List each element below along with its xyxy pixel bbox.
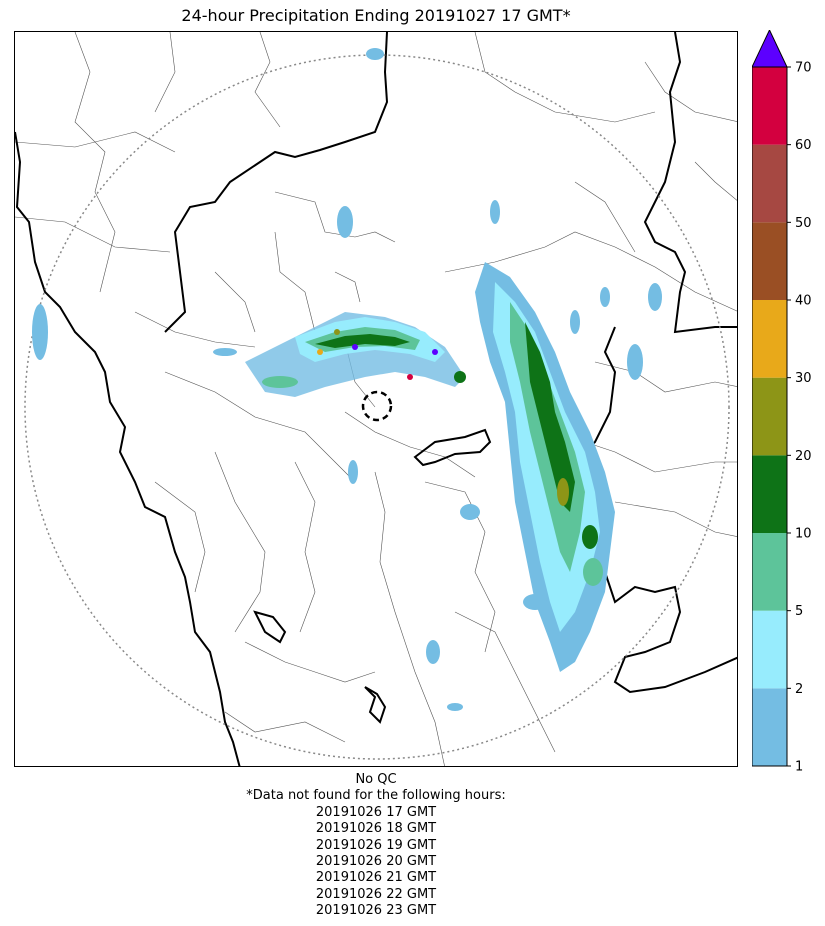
precipitation-colorbar: 1 2 5 10 20 30 40 50 60 70 [751,28,825,775]
colorbar-tick-label: 20 [795,449,812,464]
colorbar-tick-label: 10 [795,527,812,542]
missing-hour-item: 20191026 21 GMT [315,870,437,886]
missing-hour-item: 20191026 19 GMT [315,837,437,853]
missing-hour-item: 20191026 18 GMT [315,821,437,837]
colorbar-frame [751,66,788,767]
colorbar-segment [752,67,787,145]
state-boundaries [15,32,737,766]
radar-site-marker [361,390,393,422]
qc-label: No QC [355,772,397,787]
missing-hour-item: 20191026 20 GMT [315,854,437,870]
map-canvas [15,32,737,766]
colorbar-tick-label: 70 [795,61,812,76]
colorbar-canvas: 1 2 5 10 20 30 40 50 60 70 [751,28,812,775]
colorbar-tick-label: 5 [795,604,803,619]
colorbar-tick-label: 60 [795,138,812,153]
colorbar-tick-label: 40 [795,294,812,309]
map-notes: No QC *Data not found for the following … [0,772,752,920]
colorbar-segment [752,300,787,378]
colorbar-tick-label: 2 [795,682,803,697]
district-boundaries [15,32,737,766]
missing-hour-item: 20191026 17 GMT [315,804,437,820]
colorbar-segment [752,455,787,533]
colorbar-tick-label: 1 [795,760,803,775]
colorbar-segment [752,222,787,300]
colorbar-segment [752,688,787,766]
precipitation-overlay [32,48,662,711]
colorbar-segment [752,610,787,689]
colorbar-segment [752,144,787,223]
range-ring [24,54,730,760]
missing-hour-item: 20191026 23 GMT [315,903,437,919]
colorbar-segment [752,533,787,611]
colorbar-tick-label: 30 [795,371,812,386]
colorbar-tick-label: 50 [795,216,812,231]
radar-map [14,31,738,767]
missing-data-header: *Data not found for the following hours: [246,788,506,804]
colorbar-extend-max [751,28,788,68]
missing-hours-list: 20191026 17 GMT 20191026 18 GMT 20191026 1… [0,805,752,920]
map-title: 24-hour Precipitation Ending 20191027 17… [181,6,571,25]
missing-hour-item: 20191026 22 GMT [315,886,437,902]
colorbar-segment [752,377,787,456]
